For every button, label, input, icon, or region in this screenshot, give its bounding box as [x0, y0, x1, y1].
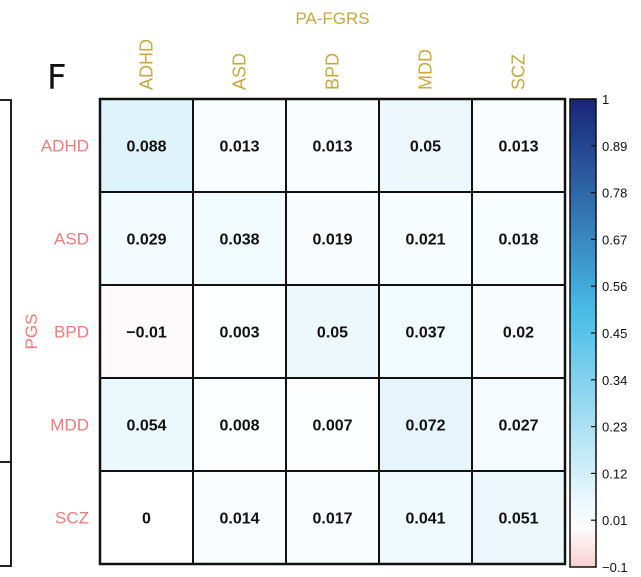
cell-value-label: 0.013 — [219, 139, 259, 156]
cell-value-label: 0.018 — [498, 232, 538, 249]
colorbar-tick-label: 1 — [602, 92, 609, 107]
cell-value-label: 0.017 — [312, 511, 352, 528]
heatmap-cell — [285, 470, 380, 565]
heatmap-cell — [378, 377, 473, 472]
x-tick-label: SCZ — [509, 54, 529, 90]
colorbar-tick-label: 0.23 — [602, 420, 627, 435]
colorbar-tick-label: 0.34 — [602, 373, 627, 388]
heatmap-cell — [378, 470, 473, 565]
colorbar-tick-label: 0.78 — [602, 186, 627, 201]
x-tick-label: ASD — [230, 53, 250, 90]
cell-value-label: 0.003 — [219, 325, 259, 342]
y-tick-label: SCZ — [55, 509, 89, 528]
cell-value-label: 0.013 — [312, 139, 352, 156]
colorbar-tick-label: −0.1 — [602, 560, 628, 575]
cell-value-label: 0.05 — [317, 325, 348, 342]
heatmap-cell — [378, 284, 473, 379]
cell-value-label: 0.038 — [219, 232, 259, 249]
x-tick-label: MDD — [416, 49, 436, 90]
colorbar-tick-label: 0.56 — [602, 279, 627, 294]
left-panel-edge-right — [10, 99, 12, 567]
heatmap-cell — [99, 377, 194, 472]
cell-value-label: 0.088 — [126, 139, 166, 156]
left-panel-edge-top — [0, 99, 12, 101]
left-panel-edge-bottom — [0, 565, 12, 567]
y-tick-label: ASD — [54, 230, 89, 249]
cell-value-label: 0.013 — [498, 139, 538, 156]
cell-value-label: 0 — [142, 511, 151, 528]
heatmap-cell — [378, 191, 473, 286]
colorbar-tick-label: 0.67 — [602, 232, 627, 247]
heatmap-cell — [285, 191, 380, 286]
colorbar-tick-label: 0.12 — [602, 466, 627, 481]
cell-value-label: 0.014 — [219, 511, 259, 528]
x-axis-title: PA-FGRS — [295, 9, 369, 28]
panel-letter: F — [47, 58, 67, 98]
heatmap-cell — [99, 470, 194, 565]
cell-value-label: 0.02 — [503, 325, 534, 342]
x-tick-label: BPD — [323, 53, 343, 90]
cell-value-label: 0.027 — [498, 418, 538, 435]
cell-value-label: 0.007 — [312, 418, 352, 435]
heatmap-cell — [192, 284, 287, 379]
heatmap-cell — [99, 98, 194, 193]
colorbar-tick-label: 0.45 — [602, 326, 627, 341]
heatmap-cell — [471, 191, 566, 286]
cell-value-label: 0.05 — [410, 139, 441, 156]
cell-value-label: 0.037 — [405, 325, 445, 342]
y-axis-title: PGS — [22, 314, 41, 350]
colorbar-tick-label: 0.89 — [602, 139, 627, 154]
cell-value-label: −0.01 — [126, 325, 167, 342]
heatmap-cell — [471, 284, 566, 379]
colorbar-tick-label: 0.01 — [602, 513, 627, 528]
heatmap-cell — [285, 377, 380, 472]
cell-value-label: 0.051 — [498, 511, 538, 528]
heatmap-cell — [285, 98, 380, 193]
y-tick-label: BPD — [54, 323, 89, 342]
cell-value-label: 0.008 — [219, 418, 259, 435]
y-tick-label: ADHD — [41, 137, 89, 156]
heatmap-cell — [285, 284, 380, 379]
heatmap-cell — [192, 470, 287, 565]
heatmap-cell — [192, 377, 287, 472]
cell-value-label: 0.021 — [405, 232, 445, 249]
cell-value-label: 0.041 — [405, 511, 445, 528]
cell-value-label: 0.019 — [312, 232, 352, 249]
cell-value-label: 0.072 — [405, 418, 445, 435]
y-tick-label: MDD — [50, 416, 89, 435]
cell-value-label: 0.054 — [126, 418, 166, 435]
left-panel-edge-mid — [0, 461, 12, 463]
x-tick-label: ADHD — [137, 39, 157, 90]
cell-value-label: 0.029 — [126, 232, 166, 249]
heatmap-cell — [471, 470, 566, 565]
heatmap-frame — [98, 97, 567, 566]
